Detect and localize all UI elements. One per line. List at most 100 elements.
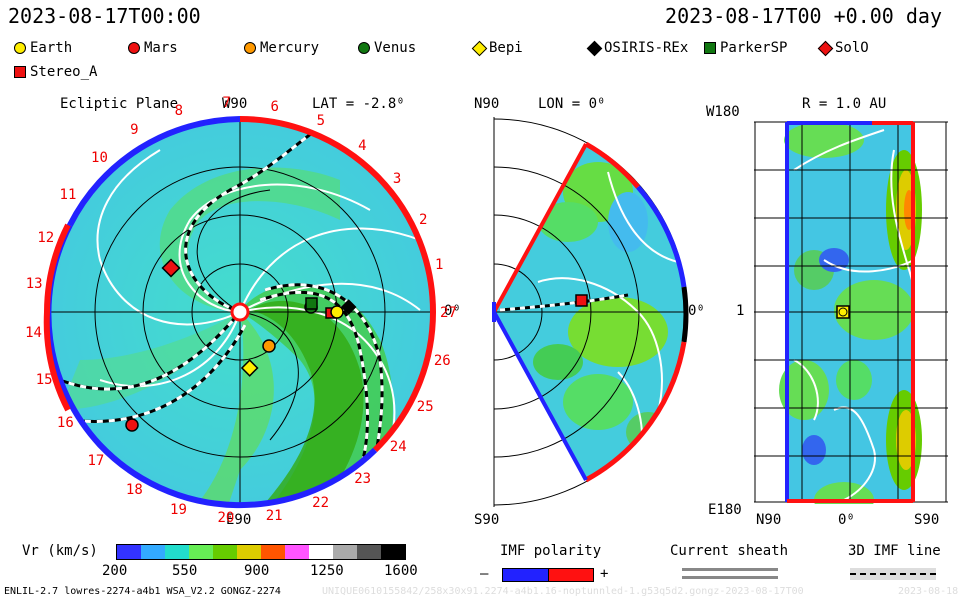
colorbar-segment <box>141 545 165 559</box>
ecliptic-title: Ecliptic Plane <box>60 96 179 112</box>
imf-polarity-minus: – <box>480 566 489 582</box>
ecliptic-top-label: W90 <box>222 96 248 112</box>
carrington-number: 27 <box>439 305 457 322</box>
carrington-number: 18 <box>125 481 143 498</box>
osiris-rex-marker-icon <box>340 299 357 315</box>
ecliptic-right-label: 0⁰ <box>444 303 461 319</box>
carrington-number: 12 <box>37 229 55 246</box>
current-sheath-line-1 <box>682 568 778 571</box>
carrington-number: 16 <box>56 415 74 432</box>
legend-parkersp: ParkerSP <box>704 40 787 56</box>
osiris-rex-marker-icon <box>586 40 603 56</box>
carrington-number: 6 <box>270 98 279 115</box>
colorbar-segment <box>357 545 381 559</box>
meridional-lon-label: LON = 0⁰ <box>538 96 606 112</box>
imf-polarity-plus: + <box>600 566 609 582</box>
carrington-number: 14 <box>25 324 42 341</box>
ecliptic-bottom-label: E90 <box>226 512 252 528</box>
mars-marker-icon <box>125 418 139 432</box>
colorbar-tick-550: 550 <box>172 563 198 579</box>
colorbar-segment <box>261 545 285 559</box>
carrington-number: 1 <box>434 257 444 274</box>
ecliptic-lat-label: LAT = -2.8⁰ <box>312 96 405 112</box>
imf-polarity-positive-swatch <box>548 568 594 582</box>
colorbar-segment <box>165 545 189 559</box>
colorbar-segment <box>189 545 213 559</box>
imf-line-title: 3D IMF line <box>848 543 941 559</box>
carrington-number: 22 <box>312 494 330 511</box>
stereo-a-marker-icon <box>14 66 26 78</box>
colorbar-segment <box>117 545 141 559</box>
footer-model-text: ENLIL-2.7 lowres-2274-a4b1 WSA_V2.2 GONG… <box>4 586 281 597</box>
colorbar-segment <box>333 545 357 559</box>
footer-date-stamp: 2023-08-18 <box>898 586 959 597</box>
carrington-number: 19 <box>170 501 187 518</box>
legend-earth: Earth <box>14 40 72 56</box>
legend-venus: Venus <box>358 40 416 56</box>
imf-line-swatch <box>850 573 936 575</box>
carrington-number: 23 <box>354 471 372 488</box>
carrington-number: 21 <box>265 508 283 525</box>
legend-mars: Mars <box>128 40 178 56</box>
ecliptic-plane-plot <box>43 116 437 509</box>
carrington-number: 8 <box>174 103 184 120</box>
carrington-number: 3 <box>392 171 402 188</box>
meridional-right-label: 0⁰ <box>688 303 705 319</box>
parkersp-marker-icon <box>704 42 716 54</box>
imf-polarity-title: IMF polarity <box>500 543 602 559</box>
meridional-bottom-label: S90 <box>474 512 500 528</box>
current-sheath-line-2 <box>682 576 778 579</box>
colorbar-segment <box>237 545 261 559</box>
map-mid-label: 1 <box>736 303 745 319</box>
datetime-right: 2023-08-17T00 +0.00 day <box>665 4 942 28</box>
current-sheath-title: Current sheath <box>670 543 789 559</box>
legend-osiris-rex: OSIRIS-REx <box>586 40 688 56</box>
earth-marker-icon <box>330 305 344 319</box>
carrington-number: 2 <box>418 211 428 228</box>
carrington-number: 17 <box>87 452 105 469</box>
carrington-number: 25 <box>416 398 434 415</box>
colorbar-segment <box>381 545 405 559</box>
parkersp-marker-icon <box>305 297 318 310</box>
map-r-label: R = 1.0 AU <box>802 96 887 112</box>
carrington-number: 20 <box>217 510 235 527</box>
carrington-number: 7 <box>222 95 231 112</box>
carrington-number: 13 <box>25 276 43 293</box>
solo-marker-icon <box>161 258 181 278</box>
meridional-stereo-a-marker-icon <box>575 294 588 307</box>
map-x-label-n90: N90 <box>756 512 782 528</box>
mercury-marker-icon <box>262 339 276 353</box>
legend-mercury: Mercury <box>244 40 319 56</box>
meridional-plane-plot <box>492 117 689 507</box>
carrington-number: 26 <box>433 353 451 370</box>
map-x-label-s90: S90 <box>914 512 940 528</box>
mercury-marker-icon <box>244 42 256 54</box>
legend-solo: SolO <box>817 40 869 56</box>
mars-marker-icon <box>128 42 140 54</box>
datetime-left: 2023-08-17T00:00 <box>8 4 201 28</box>
map-bottom-label: E180 <box>708 502 742 518</box>
solo-marker-icon <box>817 40 834 56</box>
colorbar-segment <box>309 545 333 559</box>
earth-marker-icon <box>14 42 26 54</box>
carrington-number: 15 <box>35 371 53 388</box>
lat-lon-map-plot <box>754 121 948 504</box>
colorbar-tick-1250: 1250 <box>310 563 344 579</box>
colorbar <box>116 544 406 560</box>
map-x-label-0: 0⁰ <box>838 512 855 528</box>
carrington-number: 24 <box>389 438 407 455</box>
legend-stereo-a: Stereo_A <box>14 64 97 80</box>
carrington-number: 4 <box>358 137 367 154</box>
colorbar-segment <box>213 545 237 559</box>
legend-bepi: Bepi <box>471 40 523 56</box>
carrington-number: 5 <box>316 112 326 129</box>
colorbar-tick-900: 900 <box>244 563 270 579</box>
colorbar-tick-200: 200 <box>102 563 128 579</box>
footer-run-id: UNIQUE0610155842/258x30x91.2274-a4b1.16-… <box>322 586 804 597</box>
colorbar-segment <box>285 545 309 559</box>
carrington-number: 11 <box>59 186 77 203</box>
imf-polarity-negative-swatch <box>502 568 550 582</box>
bepi-marker-icon <box>471 40 488 56</box>
meridional-top-label: N90 <box>474 96 500 112</box>
carrington-number: 9 <box>130 121 139 138</box>
